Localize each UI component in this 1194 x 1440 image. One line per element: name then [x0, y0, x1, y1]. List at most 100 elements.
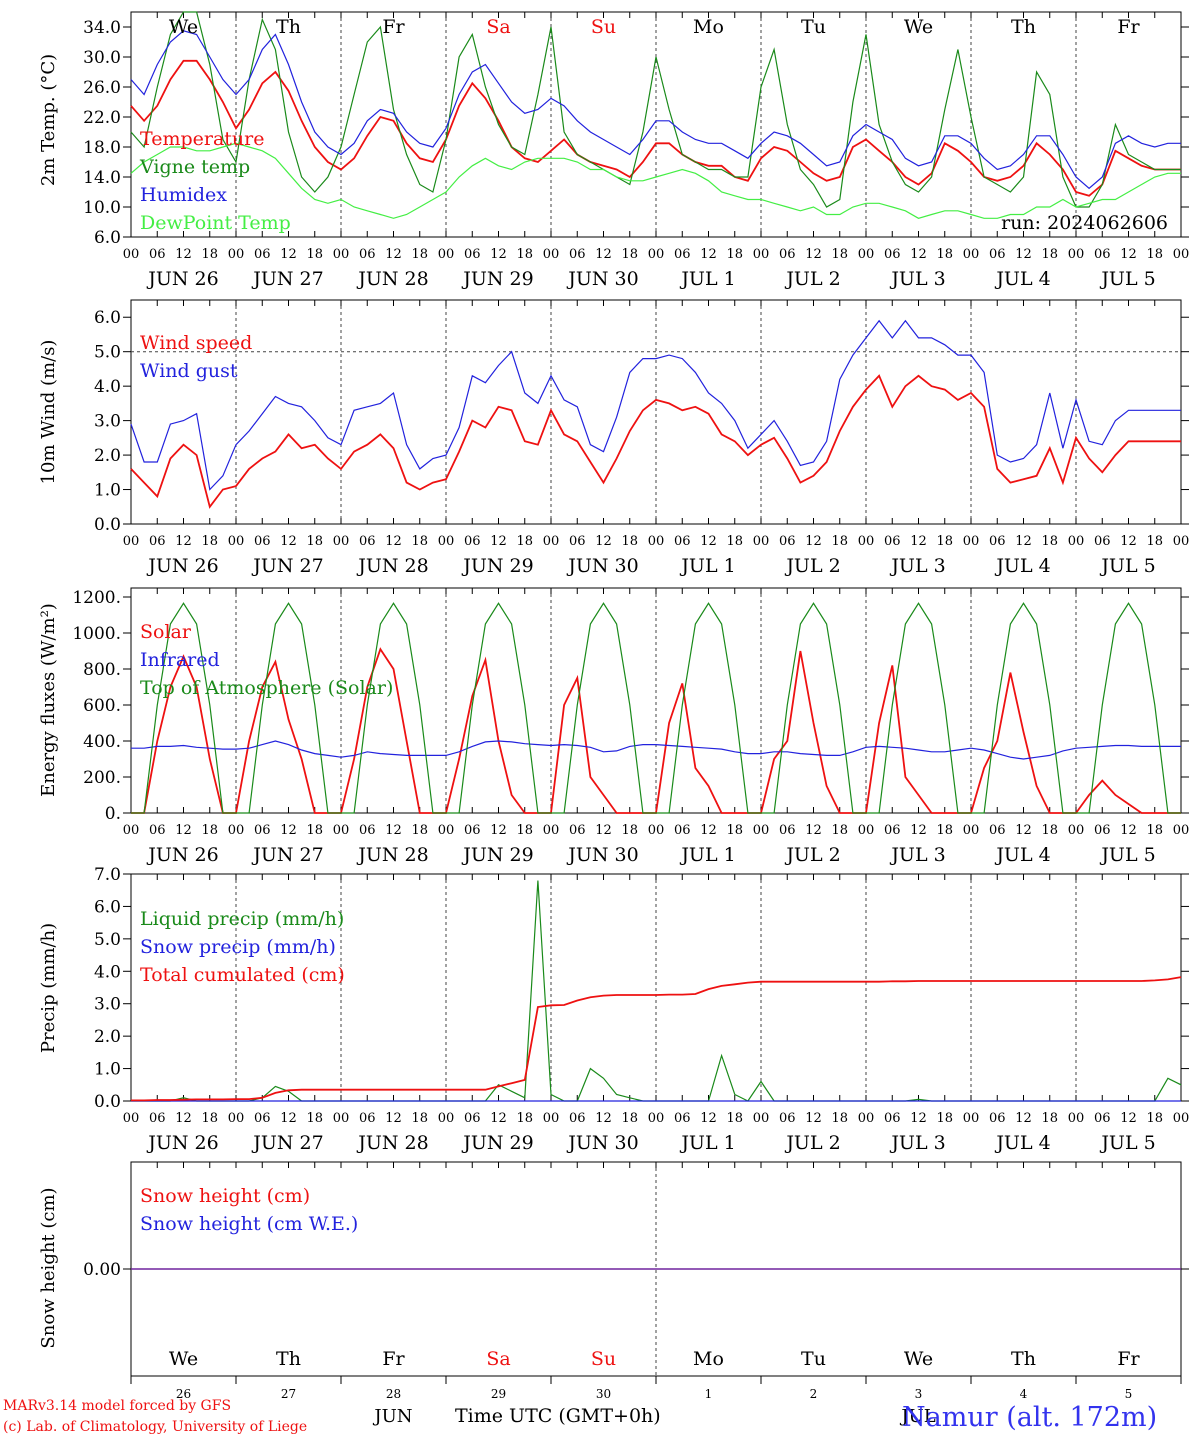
- hour-label: 06: [149, 247, 166, 262]
- hour-label: 18: [1146, 823, 1163, 838]
- hour-label: 18: [621, 534, 638, 549]
- y-axis-label: 2m Temp. (°C): [38, 54, 59, 186]
- hour-label: 12: [910, 534, 927, 549]
- hour-label: 00: [963, 247, 980, 262]
- hour-label: 06: [254, 534, 271, 549]
- hour-label: 06: [569, 247, 586, 262]
- hour-label: 06: [674, 534, 691, 549]
- hour-label: 12: [280, 823, 297, 838]
- hour-label: 00: [123, 1111, 140, 1126]
- hour-label: 18: [516, 1111, 533, 1126]
- y-tick-label: 1.0: [94, 481, 121, 501]
- hour-label: 00: [648, 1111, 665, 1126]
- hour-label: 12: [1120, 534, 1137, 549]
- day-number: 30: [596, 1387, 611, 1401]
- y-axis-label: 10m Wind (m/s): [38, 340, 59, 485]
- date-label: JUL 2: [784, 844, 840, 866]
- hour-label: 00: [858, 534, 875, 549]
- panel-1-frame: [130, 11, 1182, 238]
- y-axis-label: Energy fluxes (W/m²): [38, 603, 59, 797]
- legend-entry: Snow height (cm): [140, 1185, 310, 1207]
- hour-label: 12: [385, 1111, 402, 1126]
- weekday-label: We: [169, 16, 198, 38]
- hour-label: 06: [674, 247, 691, 262]
- date-label: JUL 5: [1099, 1132, 1155, 1154]
- y-tick-label: 200.: [83, 768, 121, 788]
- hour-label: 06: [464, 823, 481, 838]
- hour-label: 12: [805, 1111, 822, 1126]
- hour-label: 06: [884, 534, 901, 549]
- date-label: JUN 29: [461, 555, 533, 577]
- hour-label: 18: [936, 1111, 953, 1126]
- hour-label: 06: [884, 1111, 901, 1126]
- hour-label: 06: [674, 1111, 691, 1126]
- weekday-label: Th: [276, 1348, 301, 1370]
- hour-label: 12: [1015, 534, 1032, 549]
- hour-label: 12: [490, 823, 507, 838]
- hour-label: 00: [1068, 823, 1085, 838]
- y-axis-label: Snow height (cm): [38, 1187, 59, 1348]
- weekday-label: Sa: [486, 1348, 510, 1370]
- hour-label: 00: [1068, 247, 1085, 262]
- weekday-label: Fr: [1117, 1348, 1140, 1370]
- date-label: JUL 4: [994, 268, 1050, 290]
- y-tick-label: 1200.: [72, 588, 121, 608]
- hour-label: 18: [621, 1111, 638, 1126]
- date-label: JUN 26: [146, 844, 218, 866]
- hour-label: 06: [779, 534, 796, 549]
- legend-entry: Temperature: [140, 128, 264, 150]
- date-label: JUN 29: [461, 844, 533, 866]
- y-tick-label: 4.0: [94, 377, 121, 397]
- series-line-wind-gust: [130, 319, 1181, 491]
- weekday-label: Fr: [382, 1348, 405, 1370]
- date-label: JUN 26: [146, 268, 218, 290]
- hour-label: 12: [1120, 823, 1137, 838]
- hour-label: 18: [306, 534, 323, 549]
- hour-label: 00: [1173, 247, 1190, 262]
- hour-label: 18: [831, 534, 848, 549]
- hour-label: 18: [516, 247, 533, 262]
- hour-label: 06: [779, 1111, 796, 1126]
- weekday-label: Fr: [1117, 16, 1140, 38]
- series-line-top-of-atmosphere-solar-: [131, 602, 1181, 814]
- series-line-wind-speed: [130, 374, 1181, 509]
- hour-label: 12: [910, 247, 927, 262]
- hour-label: 06: [1094, 247, 1111, 262]
- y-tick-label: 26.0: [83, 78, 121, 98]
- weekday-label: Mo: [693, 16, 724, 38]
- y-tick-label: 0.00: [83, 1260, 121, 1280]
- hour-label: 00: [438, 1111, 455, 1126]
- day-number: 4: [1020, 1387, 1028, 1401]
- weekday-label: Mo: [693, 1348, 724, 1370]
- date-label: JUL 3: [889, 555, 945, 577]
- y-tick-label: 18.0: [83, 138, 121, 158]
- y-tick-label: 0.0: [94, 515, 121, 535]
- date-label: JUL 5: [1099, 555, 1155, 577]
- hour-label: 12: [385, 534, 402, 549]
- date-label: JUN 26: [146, 1132, 218, 1154]
- hour-label: 06: [464, 247, 481, 262]
- hour-label: 18: [936, 247, 953, 262]
- y-tick-label: 2.0: [94, 446, 121, 466]
- weekday-label: Tu: [801, 1348, 826, 1370]
- hour-label: 06: [149, 1111, 166, 1126]
- hour-label: 12: [175, 1111, 192, 1126]
- hour-label: 00: [438, 534, 455, 549]
- weekday-label: We: [904, 16, 933, 38]
- hour-label: 18: [1041, 1111, 1058, 1126]
- date-label: JUN 28: [356, 555, 428, 577]
- hour-label: 12: [595, 823, 612, 838]
- hour-label: 12: [700, 247, 717, 262]
- hour-label: 12: [280, 534, 297, 549]
- hour-label: 06: [884, 823, 901, 838]
- hour-label: 00: [648, 823, 665, 838]
- hour-label: 00: [858, 823, 875, 838]
- hour-label: 18: [1146, 1111, 1163, 1126]
- legend-entry: Top of Atmosphere (Solar): [140, 677, 393, 699]
- hour-label: 00: [753, 1111, 770, 1126]
- hour-label: 00: [648, 247, 665, 262]
- hour-label: 00: [333, 534, 350, 549]
- weekday-label: Fr: [382, 16, 405, 38]
- hour-label: 00: [543, 1111, 560, 1126]
- hour-label: 18: [411, 823, 428, 838]
